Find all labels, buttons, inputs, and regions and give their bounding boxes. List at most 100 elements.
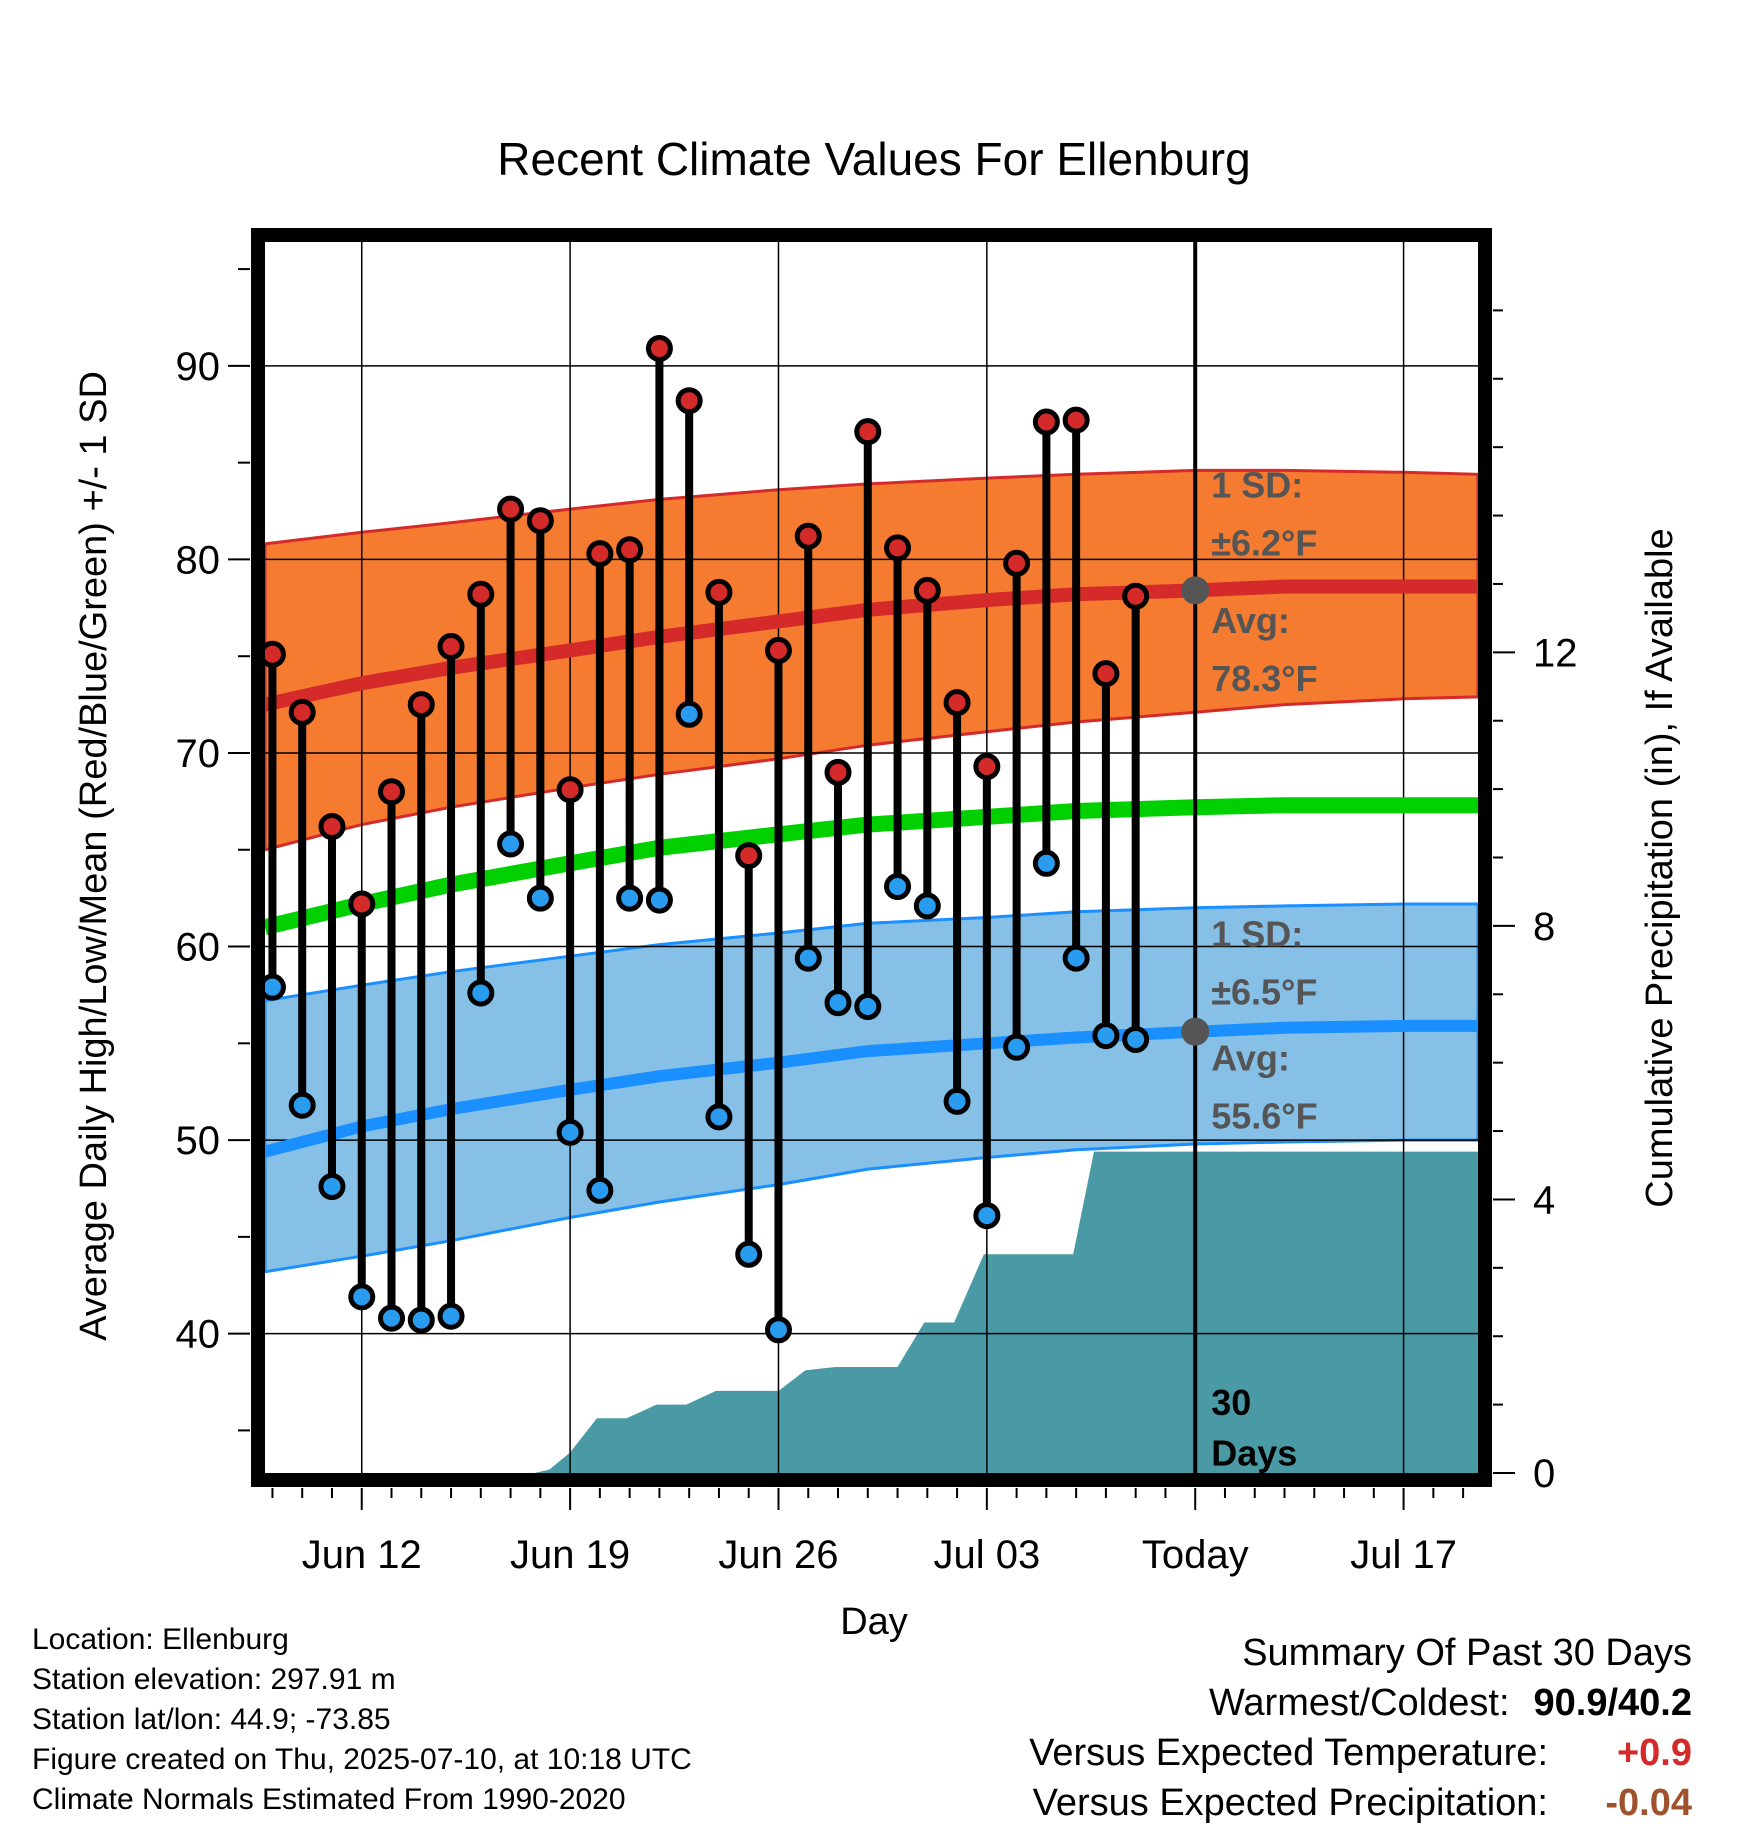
daily-high-point: [675, 387, 703, 415]
daily-low-point: [854, 993, 882, 1021]
location-text: Location: Ellenburg: [32, 1623, 289, 1656]
daily-low-point: [645, 886, 673, 914]
daily-low-point: [1122, 1025, 1150, 1053]
y2-axis-label: Cumulative Precipitation (in), If Availa…: [1639, 528, 1681, 1207]
daily-low-point: [884, 873, 912, 901]
latlon-text: Station lat/lon: 44.9; -73.85: [32, 1703, 391, 1736]
daily-high-point: [497, 495, 525, 523]
x-tick-label: Jun 12: [302, 1533, 422, 1577]
daily-high-point: [348, 890, 376, 918]
daily-high-point: [854, 418, 882, 446]
daily-low-point: [586, 1176, 614, 1204]
window-unit-label: Days: [1211, 1432, 1297, 1473]
daily-low-point: [407, 1306, 435, 1334]
temp-value: +0.9: [1616, 1732, 1692, 1774]
y-tick-label: 40: [176, 1313, 221, 1357]
daily-low-point: [735, 1240, 763, 1268]
daily-high-point: [705, 578, 733, 606]
today-low-avg-point: [1181, 1017, 1210, 1046]
daily-high-point: [437, 633, 465, 661]
high-sd-value: ±6.2°F: [1211, 523, 1317, 564]
daily-low-point: [378, 1304, 406, 1332]
temp-label: Versus Expected Temperature:: [1029, 1732, 1548, 1774]
x-tick-label: Jul 17: [1350, 1533, 1457, 1577]
daily-low-point: [675, 700, 703, 728]
daily-high-point: [1122, 582, 1150, 610]
y-tick-label: 60: [176, 926, 221, 970]
daily-low-point: [467, 979, 495, 1007]
daily-low-point: [705, 1103, 733, 1131]
y-tick-label: 80: [176, 538, 221, 582]
daily-low-point: [764, 1316, 792, 1344]
daily-low-point: [348, 1283, 376, 1311]
daily-high-point: [973, 753, 1001, 781]
daily-low-point: [556, 1118, 584, 1146]
daily-high-point: [943, 689, 971, 717]
daily-high-point: [824, 758, 852, 786]
y2-tick-label: 0: [1533, 1452, 1555, 1496]
daily-high-point: [1032, 408, 1060, 436]
summary-warm-cold: Warmest/Coldest: 90.9/40.2: [1029, 1678, 1692, 1728]
created-text: Figure created on Thu, 2025-07-10, at 10…: [32, 1743, 692, 1776]
precip-area: [265, 1151, 1478, 1473]
daily-low-point: [318, 1173, 346, 1201]
daily-high-point: [1092, 660, 1120, 688]
daily-low-point: [1003, 1033, 1031, 1061]
x-tick-label: Jul 03: [933, 1533, 1040, 1577]
y-tick-label: 70: [176, 732, 221, 776]
daily-high-point: [378, 778, 406, 806]
low-avg-value: 55.6°F: [1211, 1095, 1317, 1136]
today-high-avg-point: [1181, 576, 1210, 605]
y2-tick-label: 4: [1533, 1178, 1555, 1222]
daily-low-point: [526, 884, 554, 912]
high-sd-label: 1 SD:: [1211, 464, 1303, 505]
daily-high-point: [884, 534, 912, 562]
station-info: Location: Ellenburg Station elevation: 2…: [32, 1620, 692, 1820]
y-tick-label: 90: [176, 345, 221, 389]
x-tick-label: Jun 26: [718, 1533, 838, 1577]
warm-cold-label: Warmest/Coldest:: [1208, 1682, 1510, 1724]
y-tick-label: 50: [176, 1119, 221, 1163]
daily-low-point: [913, 892, 941, 920]
daily-high-point: [1062, 406, 1090, 434]
daily-low-point: [794, 944, 822, 972]
elevation-text: Station elevation: 297.91 m: [32, 1663, 396, 1696]
daily-low-point: [1092, 1022, 1120, 1050]
daily-high-point: [288, 698, 316, 726]
daily-high-point: [1003, 549, 1031, 577]
x-tick-label: Jun 19: [510, 1533, 630, 1577]
x-axis-label: Day: [840, 1601, 908, 1643]
window-count-label: 30: [1211, 1382, 1251, 1423]
daily-high-point: [526, 507, 554, 535]
y2-tick-label: 12: [1533, 631, 1578, 675]
y-axis-label: Average Daily High/Low/Mean (Red/Blue/Gr…: [73, 371, 115, 1341]
daily-low-point: [1062, 944, 1090, 972]
daily-high-point: [467, 580, 495, 608]
daily-low-point: [1032, 849, 1060, 877]
summary-panel: Summary Of Past 30 Days Warmest/Coldest:…: [1029, 1628, 1692, 1828]
daily-high-point: [407, 691, 435, 719]
daily-high-point: [764, 636, 792, 664]
low-sd-value: ±6.5°F: [1211, 972, 1317, 1013]
high-avg-value: 78.3°F: [1211, 658, 1317, 699]
daily-low-point: [437, 1302, 465, 1330]
daily-low-point: [973, 1202, 1001, 1230]
normals-text: Climate Normals Estimated From 1990-2020: [32, 1783, 626, 1816]
daily-high-point: [318, 813, 346, 841]
summary-precip: Versus Expected Precipitation: -0.04: [1029, 1778, 1692, 1828]
daily-low-point: [616, 884, 644, 912]
daily-high-point: [735, 842, 763, 870]
plot-frame: [251, 228, 1492, 1487]
daily-high-point: [556, 776, 584, 804]
summary-temp: Versus Expected Temperature: +0.9: [1029, 1728, 1692, 1778]
precip-value: -0.04: [1605, 1782, 1692, 1824]
chart-title: Recent Climate Values For Ellenburg: [497, 133, 1250, 185]
daily-low-point: [943, 1087, 971, 1115]
summary-heading: Summary Of Past 30 Days: [1242, 1632, 1692, 1674]
precip-label: Versus Expected Precipitation:: [1032, 1782, 1548, 1824]
daily-high-point: [586, 540, 614, 568]
x-tick-label: Today: [1142, 1533, 1249, 1577]
daily-low-point: [824, 989, 852, 1017]
daily-high-point: [913, 576, 941, 604]
